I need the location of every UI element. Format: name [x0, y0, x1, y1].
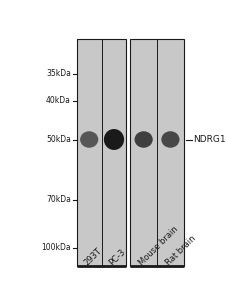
Text: 100kDa: 100kDa [41, 243, 71, 252]
Text: NDRG1: NDRG1 [193, 135, 226, 144]
Text: 35kDa: 35kDa [46, 69, 71, 78]
Ellipse shape [80, 131, 98, 148]
Bar [77, 39, 126, 266]
Ellipse shape [104, 129, 124, 150]
Text: Mouse brain: Mouse brain [137, 224, 180, 267]
Text: 70kDa: 70kDa [46, 195, 71, 204]
Text: 293T: 293T [83, 246, 104, 267]
Text: Rat brain: Rat brain [164, 233, 198, 267]
Ellipse shape [135, 131, 153, 148]
Text: 40kDa: 40kDa [46, 96, 71, 105]
Ellipse shape [161, 131, 180, 148]
Bar [131, 39, 184, 266]
Text: PC-3: PC-3 [108, 247, 128, 267]
Text: 50kDa: 50kDa [46, 135, 71, 144]
